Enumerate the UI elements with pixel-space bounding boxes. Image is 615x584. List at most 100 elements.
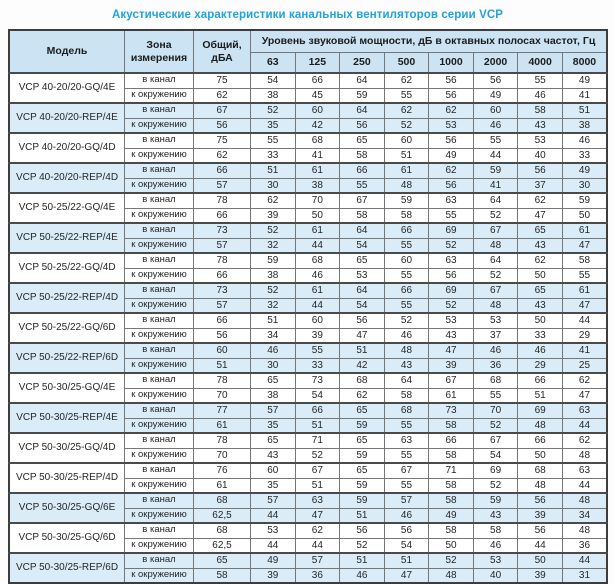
level-cell: 53 bbox=[250, 522, 296, 539]
level-cell: 47 bbox=[561, 297, 608, 314]
level-cell: 55 bbox=[250, 132, 296, 149]
model-cell: VCP 50-25/22-REP/6D bbox=[8, 342, 125, 374]
table-row: VCP 40-20/20-REP/4E в канал 67 52 60 64 62 62 60… bbox=[8, 102, 608, 134]
level-cell: 48 bbox=[517, 477, 563, 494]
level-cell: 56 bbox=[428, 72, 474, 89]
level-cell: 44 bbox=[294, 237, 341, 254]
measurement-zone-cell: в канал bbox=[124, 552, 194, 569]
level-cell: 48 bbox=[517, 417, 563, 434]
model-cell: VCP 50-30/25-GQ/6D bbox=[8, 522, 125, 554]
level-cell: 55 bbox=[472, 387, 519, 404]
level-cell: 46 bbox=[517, 342, 563, 359]
level-cell: 54 bbox=[294, 387, 341, 404]
table-row: VCP 50-25/22-GQ/4D в канал 78 59 68 65 60 63 64 6… bbox=[8, 252, 608, 284]
level-cell: 58 bbox=[383, 387, 430, 404]
model-cell: VCP 50-30/25-GQ/4E bbox=[8, 372, 125, 404]
level-cell: 46 bbox=[517, 87, 563, 104]
level-cell: 63 bbox=[294, 492, 341, 509]
measurement-zone-cell: в канал bbox=[124, 372, 194, 389]
measurement-zone-cell: к окружению bbox=[124, 447, 194, 464]
level-cell: 62 bbox=[339, 387, 385, 404]
level-cell: 68 bbox=[383, 402, 430, 419]
level-cell: 52 bbox=[250, 222, 296, 239]
measurement-zone-cell: к окружению bbox=[124, 237, 194, 254]
level-cell: 64 bbox=[472, 192, 519, 209]
level-cell: 59 bbox=[339, 87, 385, 104]
level-cell: 57 bbox=[383, 492, 430, 509]
model-cell: VCP 50-25/22-GQ/4E bbox=[8, 192, 125, 224]
level-cell: 61 bbox=[561, 282, 608, 299]
level-cell: 62 bbox=[294, 522, 341, 539]
level-cell: 38 bbox=[294, 177, 341, 194]
level-cell: 55 bbox=[383, 237, 430, 254]
level-cell: 70 bbox=[294, 192, 341, 209]
level-cell: 44 bbox=[517, 537, 563, 554]
level-cell: 46 bbox=[561, 132, 608, 149]
total-dba-cell: 51 bbox=[193, 357, 251, 374]
measurement-zone-cell: в канал bbox=[124, 72, 194, 89]
level-cell: 55 bbox=[428, 207, 474, 224]
level-cell: 48 bbox=[561, 492, 608, 509]
level-cell: 52 bbox=[383, 117, 430, 134]
measurement-zone-cell: в канал bbox=[124, 522, 194, 539]
measurement-zone-cell: к окружению bbox=[124, 357, 194, 374]
level-cell: 63 bbox=[428, 252, 474, 269]
level-cell: 48 bbox=[383, 177, 430, 194]
level-cell: 55 bbox=[561, 267, 608, 284]
level-cell: 49 bbox=[472, 87, 519, 104]
level-cell: 68 bbox=[339, 372, 385, 389]
level-cell: 45 bbox=[294, 87, 341, 104]
model-cell: VCP 50-25/22-REP/4D bbox=[8, 282, 125, 314]
level-cell: 58 bbox=[339, 147, 385, 164]
measurement-zone-cell: к окружению bbox=[124, 537, 194, 554]
level-cell: 63 bbox=[561, 402, 608, 419]
level-cell: 44 bbox=[561, 312, 608, 329]
total-dba-cell: 78 bbox=[193, 252, 251, 269]
level-cell: 33 bbox=[294, 357, 341, 374]
level-cell: 62 bbox=[561, 372, 608, 389]
table-row: к окружению 62,5 44 47 51 46 49 43 39 34 bbox=[9, 507, 608, 524]
table-row: VCP 50-30/25-GQ/4D в канал 78 65 71 65 63 66 67 6… bbox=[8, 432, 608, 464]
level-cell: 71 bbox=[428, 462, 474, 479]
level-cell: 44 bbox=[250, 507, 296, 524]
level-cell: 35 bbox=[250, 417, 296, 434]
level-cell: 53 bbox=[472, 312, 519, 329]
level-cell: 53 bbox=[517, 132, 563, 149]
level-cell: 60 bbox=[294, 312, 341, 329]
level-cell: 55 bbox=[383, 267, 430, 284]
level-cell: 52 bbox=[383, 312, 430, 329]
level-cell: 46 bbox=[294, 267, 341, 284]
level-cell: 62 bbox=[383, 72, 430, 89]
level-cell: 58 bbox=[428, 417, 474, 434]
measurement-zone-cell: к окружению bbox=[124, 147, 194, 164]
col-header-zone: Зона измерения bbox=[124, 29, 194, 74]
total-dba-cell: 62,5 bbox=[193, 537, 251, 554]
level-cell: 73 bbox=[294, 372, 341, 389]
measurement-zone-cell: к окружению bbox=[124, 297, 194, 314]
level-cell: 66 bbox=[294, 402, 341, 419]
total-dba-cell: 75 bbox=[193, 72, 251, 89]
measurement-zone-cell: к окружению bbox=[124, 117, 194, 134]
level-cell: 41 bbox=[472, 177, 519, 194]
table-row: VCP 50-30/25-REP/4E в канал 77 57 66 65 68 73 70… bbox=[8, 402, 608, 434]
total-dba-cell: 62 bbox=[193, 87, 251, 104]
level-cell: 52 bbox=[250, 102, 296, 119]
table-row: к окружению 66 39 50 58 58 55 52 47 50 bbox=[9, 207, 608, 224]
measurement-zone-cell: в канал bbox=[124, 132, 194, 149]
level-cell: 43 bbox=[517, 297, 563, 314]
level-cell: 52 bbox=[294, 447, 341, 464]
total-dba-cell: 73 bbox=[193, 222, 251, 239]
level-cell: 44 bbox=[294, 537, 341, 554]
level-cell: 52 bbox=[250, 282, 296, 299]
level-cell: 63 bbox=[428, 192, 474, 209]
level-cell: 56 bbox=[339, 312, 385, 329]
level-cell: 62 bbox=[428, 102, 474, 119]
measurement-zone-cell: в канал bbox=[124, 252, 194, 269]
measurement-zone-cell: к окружению bbox=[124, 87, 194, 104]
level-cell: 65 bbox=[339, 462, 385, 479]
level-cell: 61 bbox=[383, 162, 430, 179]
level-cell: 39 bbox=[294, 327, 341, 344]
level-cell: 56 bbox=[428, 87, 474, 104]
level-cell: 65 bbox=[339, 402, 385, 419]
level-cell: 48 bbox=[472, 297, 519, 314]
